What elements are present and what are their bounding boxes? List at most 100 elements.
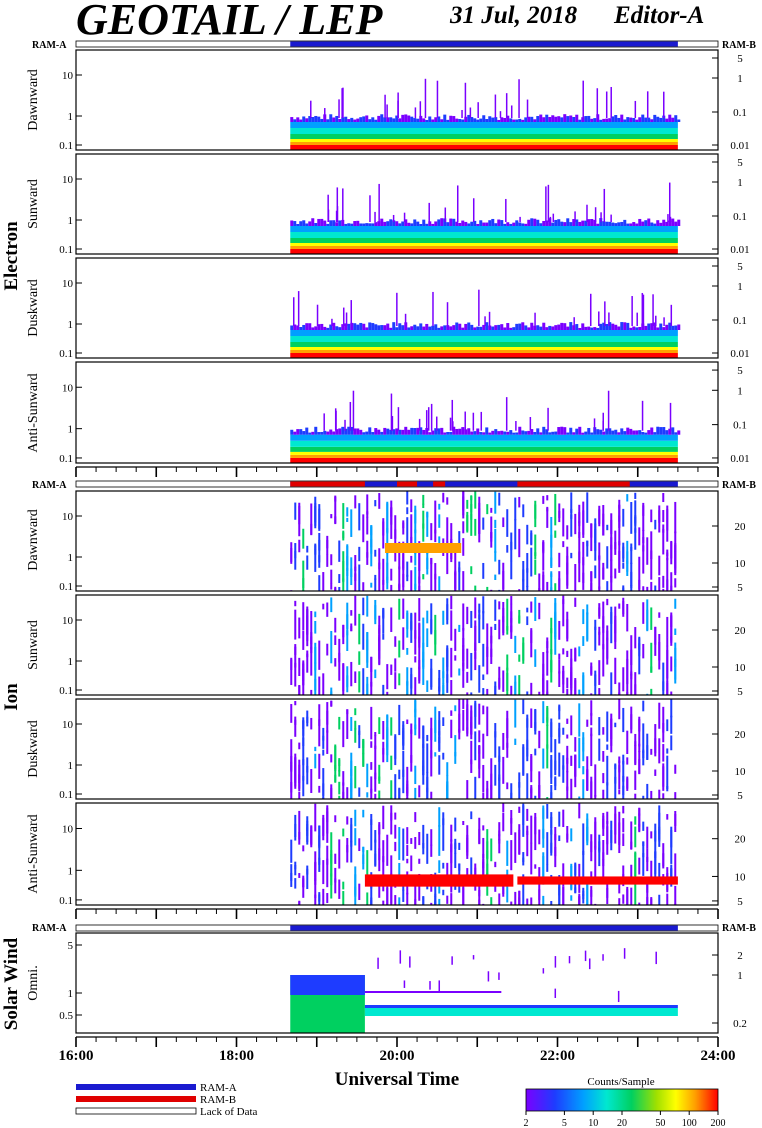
left-tick-label: 0.1 [59,453,73,465]
right-tick-label: 1 [737,177,743,189]
x-axis-label: Universal Time [335,1069,459,1090]
panel-label-e-sunward: Sunward [26,179,41,229]
right-tick-label: 5 [737,582,743,594]
left-tick-label: 1 [68,988,74,1000]
panel-frame-4 [75,490,719,592]
panel-1: 10 1 0.1 5 1 0.1 0.01 [59,153,750,256]
right-tick-label: 0.1 [733,315,747,327]
panel-label-i-sunward: Sunward [26,620,41,670]
plot-date: 31 Jul, 2018 [450,2,578,29]
heatmap-0 [290,78,681,150]
colorbar-tick-label: 10 [588,1118,598,1128]
plot-editor: Editor-A [614,2,705,29]
x-tick-label-4: 24:00 [701,1048,736,1064]
left-tick-label: 10 [62,382,74,394]
legend-label-ram-a: RAM-A [200,1082,237,1094]
colorbar-gradient [525,1088,719,1112]
panel-frame-0 [75,49,719,151]
x-tick-label-3: 22:00 [540,1048,575,1064]
left-tick-label: 10 [62,511,74,523]
panel-label-e-antisunward: Anti-Sunward [26,373,41,452]
right-tick-label: 5 [737,53,743,65]
colorbar-title: Counts/Sample [587,1076,654,1088]
left-tick-label: 0.5 [59,1010,73,1022]
right-tick-label: 0.01 [730,244,749,256]
group-label-solar-wind: Solar Wind [1,937,22,1030]
ram-bar-ion [75,480,719,488]
ram-b-label-solar-wind: RAM-B [722,923,756,934]
left-tick-label: 1 [68,760,74,772]
panel-frame-3 [75,361,719,464]
colorbar-tick-label: 20 [617,1118,627,1128]
right-tick-label: 10 [735,766,747,778]
panel-0: 10 1 0.1 5 1 0.1 0.01 [59,49,750,152]
plot-title: GEOTAIL / LEP [76,0,383,44]
heatmap-4 [290,491,677,591]
left-tick-label: 0.1 [59,244,73,256]
right-tick-label: 0.1 [733,420,747,432]
right-tick-label: 10 [735,662,747,674]
heatmap-6 [290,699,677,799]
right-tick-label: 1 [737,970,743,982]
colorbar-tick-label: 200 [711,1118,726,1128]
right-tick-label: 1 [737,73,743,85]
legend-label-ram-b: RAM-B [200,1094,236,1106]
colorbar-tick-label: 2 [524,1118,529,1128]
colorbar-tick-label: 100 [682,1118,697,1128]
right-tick-label: 20 [735,834,747,846]
right-tick-label: 5 [737,790,743,802]
ram-bar-solar-wind [75,924,719,932]
ram-a-label-solar-wind: RAM-A [32,923,67,934]
panel-label-e-dawnward: Dawnward [26,69,41,130]
right-tick-label: 0.1 [733,211,747,223]
heatmap-3 [290,390,681,463]
left-tick-label: 1 [68,865,74,877]
left-tick-label: 0.1 [59,789,73,801]
heatmap-7 [290,803,678,905]
heatmap-1 [290,182,681,254]
left-tick-label: 1 [68,111,74,123]
x-tick-label-0: 16:00 [59,1048,94,1064]
colorbar: Counts/Sample 2 5 10 20 50 100 200 [524,1076,726,1128]
right-tick-label: 0.01 [730,453,749,465]
ram-a-label-ion: RAM-A [32,480,67,491]
panel-4: 10 1 0.1 20 10 5 [59,490,746,594]
colorbar-tick-label: 5 [562,1118,567,1128]
left-tick-label: 0.1 [59,895,73,907]
heatmap-8 [290,948,678,1033]
right-tick-label: 20 [735,729,747,741]
panel-label-i-antisunward: Anti-Sunward [26,814,41,893]
heatmap-5 [290,595,677,695]
right-tick-label: 0.01 [730,348,749,360]
left-tick-label: 10 [62,824,74,836]
left-tick-label: 0.1 [59,140,73,152]
left-tick-label: 1 [68,552,74,564]
right-tick-label: 5 [737,157,743,169]
panel-2: 10 1 0.1 5 1 0.1 0.01 [59,257,750,360]
left-tick-label: 0.1 [59,348,73,360]
left-tick-label: 10 [62,615,74,627]
panel-frame-1 [75,153,719,255]
right-tick-label: 5 [737,261,743,273]
time-ticks [75,466,719,1047]
panel-frame-5 [75,594,719,696]
left-tick-label: 10 [62,719,74,731]
left-tick-label: 0.1 [59,685,73,697]
panel-3: 10 1 0.1 5 1 0.1 0.01 [59,361,750,465]
legend-swatch-ram-b [76,1096,196,1102]
legend-label-lack: Lack of Data [200,1106,258,1118]
colorbar-tick-label: 50 [655,1118,665,1128]
ram-a-label-electron: RAM-A [32,40,67,51]
group-label-electron: Electron [1,221,22,291]
left-tick-label: 5 [68,940,74,952]
right-tick-label: 10 [735,871,747,883]
right-tick-label: 1 [737,385,743,397]
left-tick-label: 1 [68,319,74,331]
left-tick-label: 10 [62,278,74,290]
panel-label-i-duskward: Duskward [26,720,41,778]
left-tick-label: 1 [68,656,74,668]
ram-b-label-ion: RAM-B [722,480,756,491]
panel-frame-2 [75,257,719,359]
